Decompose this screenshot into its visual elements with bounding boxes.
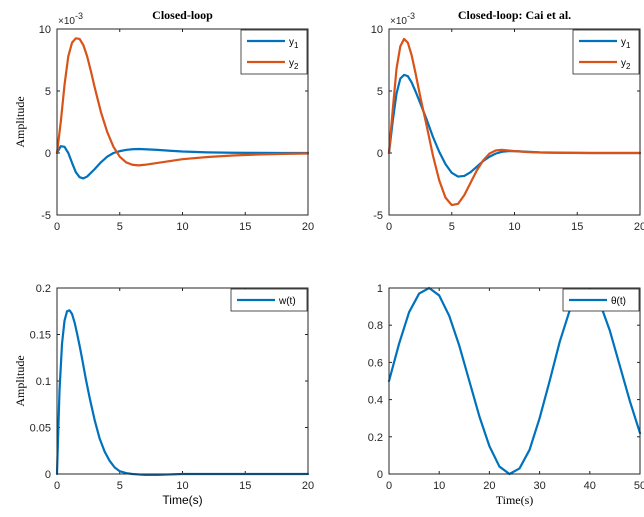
legend: w(t) — [230, 288, 308, 312]
y-tick-label: -5 — [41, 210, 51, 222]
x-tick-label: 15 — [239, 480, 251, 492]
plot-frame — [56, 287, 309, 475]
x-tick-label: 40 — [584, 480, 596, 492]
x-tick-label: 0 — [54, 480, 60, 492]
x-tick-label: 15 — [571, 221, 583, 233]
x-tick-label: 5 — [117, 221, 123, 233]
legend: y1 y2 — [572, 29, 640, 75]
x-tick-label: 0 — [386, 221, 392, 233]
legend-label: y1 — [621, 37, 631, 50]
x-tick-label: 0 — [54, 221, 60, 233]
x-tick-label: 50 — [634, 480, 644, 492]
y-tick-label: 0.05 — [30, 423, 51, 435]
x-tick-label: 20 — [483, 480, 495, 492]
y-tick-label: 0.2 — [368, 432, 383, 444]
legend-label: y1 — [289, 37, 299, 50]
plot-area — [57, 288, 308, 474]
legend-box — [572, 29, 640, 75]
y-tick-label: 5 — [377, 86, 383, 98]
y-tick-label: 0 — [377, 469, 383, 481]
y-tick-label: 0.2 — [36, 283, 51, 295]
y-tick-label: 0 — [45, 469, 51, 481]
x-tick-label: 0 — [386, 480, 392, 492]
chart-title: Closed-loop — [152, 8, 213, 22]
series-line-1 — [55, 37, 310, 167]
x-tick-label: 15 — [239, 221, 251, 233]
legend-label: y2 — [289, 58, 299, 71]
panel-theta-t: 0 10 20 30 40 50 0 0.2 0.4 0.6 0.8 1 Time(s) θ(t) — [368, 283, 644, 507]
y-tick-label: 0.4 — [368, 395, 383, 407]
x-axis-label: Time(s) — [162, 493, 202, 507]
y-tick-label: 10 — [371, 24, 383, 36]
y-tick-label: -5 — [373, 210, 383, 222]
y-tick-label: 0 — [377, 148, 383, 160]
panel-w-t: 0 5 10 15 20 0 0.05 0.1 0.15 0.2 Amplitude Time(s) w… — [13, 283, 314, 507]
y-axis-label: Amplitude — [13, 96, 27, 147]
exponent-label: ×10-3 — [58, 11, 83, 27]
x-tick-label: 10 — [176, 221, 188, 233]
y-tick-label: 0.1 — [36, 376, 51, 388]
y-axis-label: Amplitude — [13, 355, 27, 406]
x-tick-label: 5 — [117, 480, 123, 492]
y-tick-label: 0.8 — [368, 320, 383, 332]
legend: y1 y2 — [240, 29, 308, 75]
series-line-0 — [55, 309, 310, 477]
exponent-label: ×10-3 — [390, 11, 415, 27]
x-tick-label: 5 — [449, 221, 455, 233]
x-tick-label: 20 — [634, 221, 644, 233]
x-tick-label: 20 — [302, 480, 314, 492]
plot-area — [389, 288, 640, 474]
legend-box — [240, 29, 308, 75]
y-tick-label: 0.15 — [30, 330, 51, 342]
chart-title: Closed-loop: Cai et al. — [458, 8, 571, 22]
series-line-1 — [387, 37, 642, 207]
y-tick-label: 10 — [39, 24, 51, 36]
y-tick-label: 5 — [45, 86, 51, 98]
legend-label: y2 — [621, 58, 631, 71]
plot-frame — [388, 28, 641, 216]
y-tick-label: 0 — [45, 148, 51, 160]
x-axis-label: Time(s) — [496, 493, 534, 507]
x-tick-label: 10 — [176, 480, 188, 492]
legend-label: θ(t) — [611, 296, 626, 307]
x-tick-label: 30 — [533, 480, 545, 492]
legend-label: w(t) — [278, 296, 296, 307]
legend: θ(t) — [562, 288, 640, 312]
x-tick-label: 10 — [508, 221, 520, 233]
x-tick-label: 20 — [302, 221, 314, 233]
x-tick-label: 10 — [433, 480, 445, 492]
y-tick-label: 0.6 — [368, 357, 383, 369]
plot-frame — [56, 28, 309, 216]
plot-frame — [388, 287, 641, 475]
y-tick-label: 1 — [377, 283, 383, 295]
